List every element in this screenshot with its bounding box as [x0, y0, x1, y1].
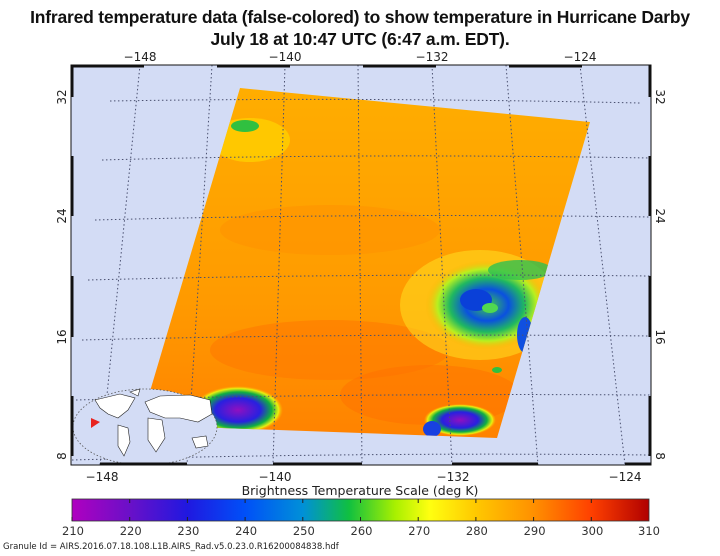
right-lat-label: 8	[653, 452, 667, 460]
graticule	[71, 65, 651, 465]
colorbar-tick-label: 300	[581, 524, 603, 538]
colorbar-tick-label: 240	[235, 524, 257, 538]
top-lon-label: −140	[269, 50, 302, 64]
colorbar-tick-label: 280	[466, 524, 488, 538]
colorbar-tick-label: 220	[120, 524, 142, 538]
top-lon-label: −132	[416, 50, 449, 64]
bottom-lon-label: −124	[609, 470, 642, 484]
colorbar-tick-label: 230	[177, 524, 199, 538]
bottom-lon-label: −140	[259, 470, 292, 484]
left-lat-label: 32	[55, 89, 69, 104]
top-lon-label: −124	[564, 50, 597, 64]
bottom-lon-label: −148	[86, 470, 119, 484]
left-lat-label: 8	[55, 452, 69, 460]
chart-title: Infrared temperature data (false-colored…	[30, 7, 690, 27]
hurricane-darby-icon	[400, 250, 560, 373]
chart-subtitle: July 18 at 10:47 UTC (6:47 a.m. EDT).	[210, 29, 510, 49]
colorbar-tick-label: 290	[524, 524, 546, 538]
colorbar-title: Brightness Temperature Scale (deg K)	[242, 483, 479, 498]
right-lat-label: 32	[653, 89, 667, 104]
left-lat-label: 24	[55, 208, 69, 223]
colorbar-tick-label: 310	[638, 524, 660, 538]
left-lat-label: 16	[55, 329, 69, 344]
world-locator-inset	[72, 388, 218, 466]
granule-id: Granule Id = AIRS.2016.07.18.108.L1B.AIR…	[3, 542, 339, 552]
storm-location-marker	[91, 418, 100, 428]
colorbar-tick-label: 270	[408, 524, 430, 538]
map-frame	[70, 64, 652, 466]
colorbar-tick-label: 260	[351, 524, 373, 538]
right-lat-label: 16	[653, 329, 667, 344]
top-lon-label: −148	[124, 50, 157, 64]
colorbar-ticks	[71, 499, 592, 521]
right-lat-label: 24	[653, 208, 667, 223]
colorbar-tick-label: 210	[62, 524, 84, 538]
bottom-lon-label: −132	[437, 470, 470, 484]
colorbar-tick-label: 250	[293, 524, 315, 538]
